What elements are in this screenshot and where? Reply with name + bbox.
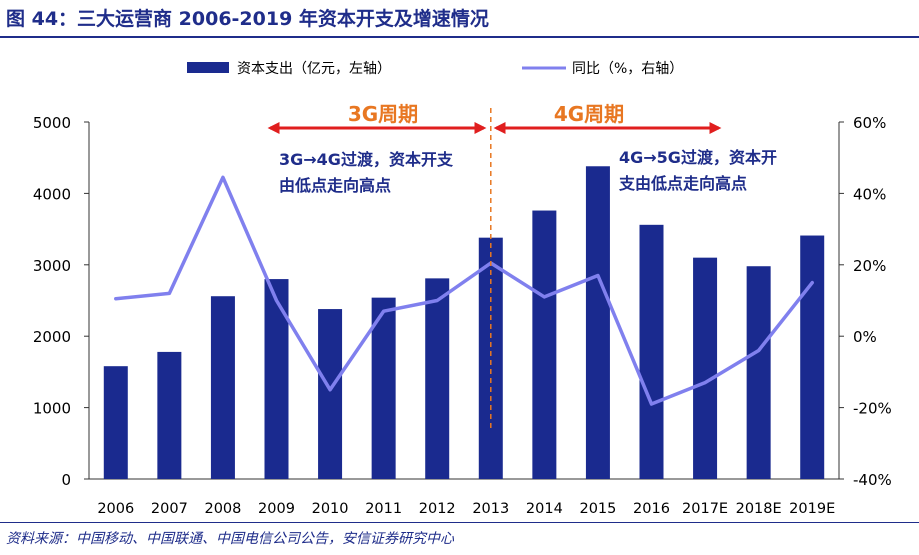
figure-title: 图 44：三大运营商 2006-2019 年资本开支及增速情况 bbox=[6, 8, 489, 30]
left-axis-tick-label: 0 bbox=[61, 471, 71, 489]
bar-2013 bbox=[478, 237, 503, 479]
right-axis-tick-label: -40% bbox=[853, 471, 892, 489]
left-axis-tick-label: 3000 bbox=[33, 257, 71, 275]
x-axis-tick-label: 2013 bbox=[472, 501, 509, 517]
legend-bar-swatch bbox=[187, 62, 229, 73]
bar-2011 bbox=[371, 297, 396, 479]
title-rule bbox=[0, 36, 919, 38]
right-axis-tick-label: 0% bbox=[853, 328, 877, 346]
bar-2018E bbox=[746, 266, 771, 479]
left-axis-tick-label: 4000 bbox=[33, 185, 71, 203]
bar-2014 bbox=[532, 210, 557, 479]
bar-2012 bbox=[425, 278, 450, 479]
bar-2016 bbox=[639, 224, 664, 479]
left-axis-tick-label: 5000 bbox=[33, 114, 71, 132]
bar-2019E bbox=[800, 235, 825, 479]
note-4g-line-1: 4G→5G过渡，资本开 bbox=[619, 148, 777, 167]
right-axis-tick-label: 40% bbox=[853, 185, 886, 203]
x-axis-tick-label: 2007 bbox=[151, 501, 188, 517]
bar-2006 bbox=[103, 366, 128, 479]
right-axis-tick-label: 20% bbox=[853, 257, 886, 275]
note-4g-line-2: 支由低点走向高点 bbox=[618, 174, 747, 193]
x-axis-tick-label: 2012 bbox=[419, 501, 456, 517]
x-axis-tick-label: 2017E bbox=[682, 501, 728, 517]
bar-2009 bbox=[264, 279, 289, 479]
x-axis-tick-label: 2015 bbox=[579, 501, 616, 517]
left-axis-tick-label: 1000 bbox=[33, 400, 71, 418]
bar-2007 bbox=[157, 351, 182, 479]
period-3g-label: 3G周期 bbox=[348, 102, 418, 126]
note-3g-line-2: 由低点走向高点 bbox=[279, 176, 391, 195]
bar-2015 bbox=[585, 166, 610, 479]
period-4g-label: 4G周期 bbox=[554, 102, 624, 126]
note-3g-line-1: 3G→4G过渡，资本开支 bbox=[279, 150, 454, 169]
legend-line-label: 同比（%，右轴） bbox=[572, 61, 683, 77]
x-axis-tick-label: 2009 bbox=[258, 501, 295, 517]
growth-line bbox=[114, 175, 814, 406]
x-axis-tick-label: 2014 bbox=[526, 501, 563, 517]
bar-2010 bbox=[318, 309, 343, 479]
bar-2017E bbox=[693, 257, 718, 479]
chart: 0 1000 2000 3000 4000 5000 -40% -20% 0% 20% 40% 60%… bbox=[33, 61, 892, 517]
x-axis-tick-label: 2006 bbox=[97, 501, 134, 517]
x-axis-tick-label: 2018E bbox=[736, 501, 782, 517]
source-rule bbox=[0, 522, 919, 523]
left-axis-tick-label: 2000 bbox=[33, 328, 71, 346]
right-axis-tick-label: 60% bbox=[853, 114, 886, 132]
source-note: 资料来源：中国移动、中国联通、中国电信公司公告，安信证券研究中心 bbox=[6, 531, 454, 547]
right-axis-tick-label: -20% bbox=[853, 400, 892, 418]
x-axis-tick-label: 2016 bbox=[633, 501, 670, 517]
x-axis-tick-label: 2008 bbox=[204, 501, 241, 517]
x-axis-tick-label: 2011 bbox=[365, 501, 402, 517]
bar-2008 bbox=[210, 296, 235, 479]
x-axis-tick-label: 2019E bbox=[789, 501, 835, 517]
x-axis-tick-label: 2010 bbox=[312, 501, 349, 517]
legend-bar-label: 资本支出（亿元，左轴） bbox=[237, 61, 391, 77]
